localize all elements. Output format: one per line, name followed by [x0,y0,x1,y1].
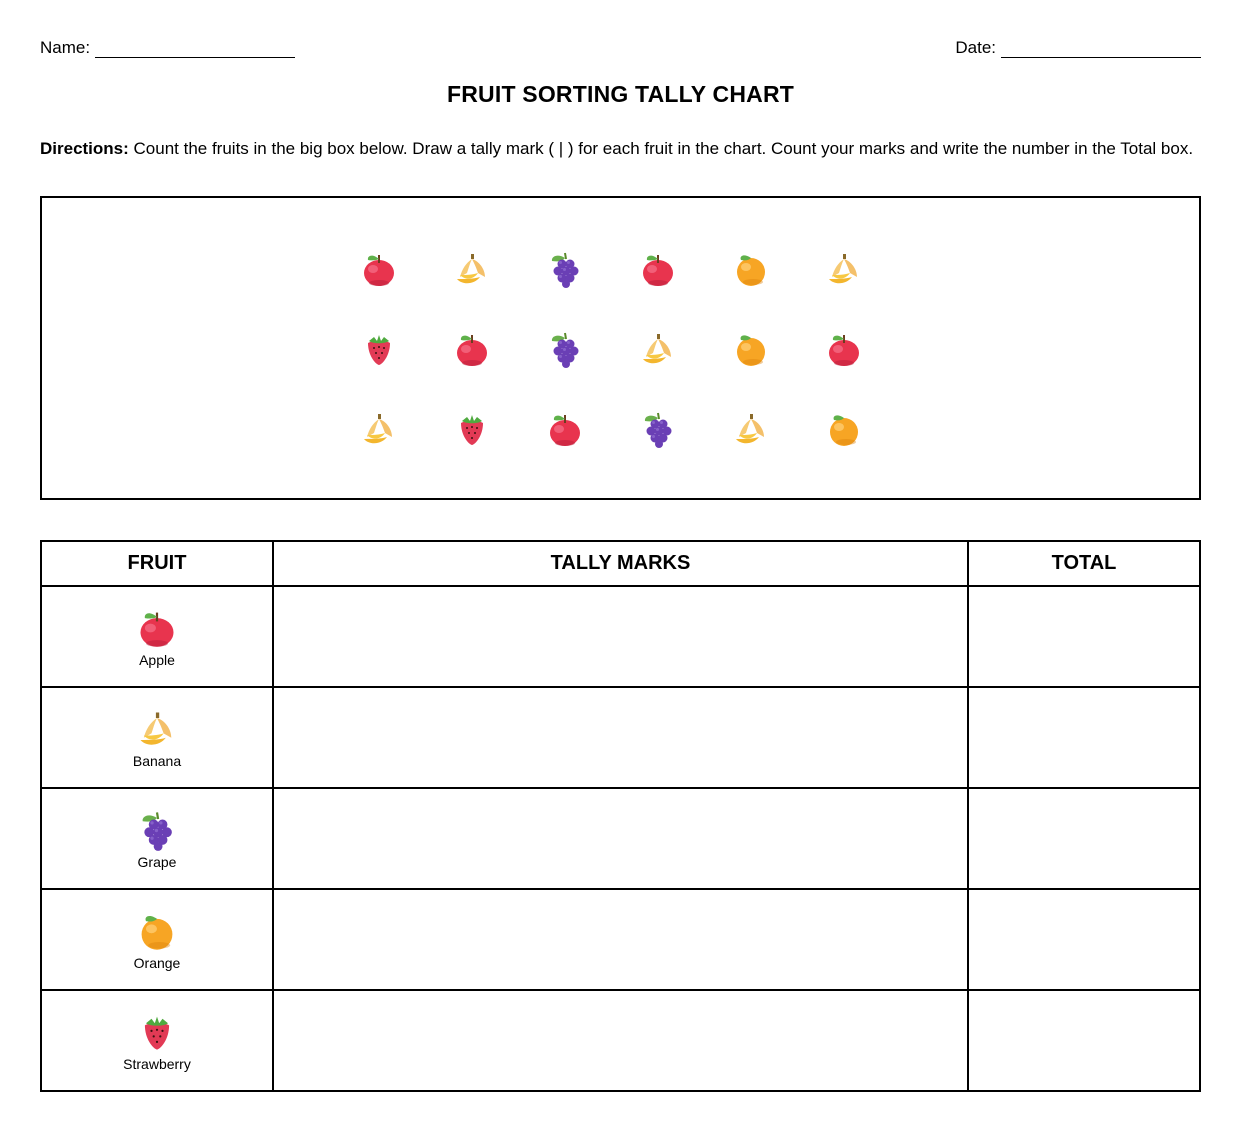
table-row: Banana [40,686,1201,789]
apple-icon [359,249,399,289]
directions-lead: Directions: [40,139,129,158]
date-field: Date: [955,38,1201,58]
banana-icon [731,409,771,449]
fruit-label: Strawberry [123,1055,191,1072]
name-blank-line[interactable] [95,40,296,58]
banana-icon [638,329,678,369]
name-field: Name: [40,38,296,58]
strawberry-icon [452,409,492,449]
header-total: TOTAL [967,540,1201,587]
strawberry-icon [135,1010,179,1054]
fruit-counting-box [40,196,1201,500]
header-fruit: FRUIT [40,540,274,587]
total-cell[interactable] [967,585,1201,688]
banana-icon [824,249,864,289]
fruit-label: Orange [133,954,181,971]
fruit-cell: Grape [40,787,274,890]
tally-marks-cell[interactable] [272,787,969,890]
fruit-cell: Apple [40,585,274,688]
table-row: Grape [40,787,1201,890]
directions-text: Count the fruits in the big box below. D… [128,139,1194,158]
apple-icon [545,409,585,449]
strawberry-icon [359,329,399,369]
fruit-label: Grape [137,853,177,870]
table-header-row: FRUIT TALLY MARKS TOTAL [40,540,1201,587]
orange-icon [731,329,771,369]
banana-icon [359,409,399,449]
banana-icon [452,249,492,289]
apple-icon [824,329,864,369]
total-cell[interactable] [967,686,1201,789]
date-blank-line[interactable] [1001,40,1201,58]
table-row: Apple [40,585,1201,688]
orange-icon [731,249,771,289]
date-label: Date: [955,38,996,57]
tally-marks-cell[interactable] [272,989,969,1092]
fruit-label: Banana [132,752,182,769]
total-cell[interactable] [967,888,1201,991]
apple-icon [638,249,678,289]
grape-icon [135,808,179,852]
apple-icon [135,606,179,650]
tally-marks-cell[interactable] [272,585,969,688]
apple-icon [452,329,492,369]
grape-icon [545,329,585,369]
name-label: Name: [40,38,91,57]
table-row: Strawberry [40,989,1201,1092]
header-tally-marks: TALLY MARKS [272,540,969,587]
total-cell[interactable] [967,787,1201,890]
orange-icon [135,909,179,953]
table-row: Orange [40,888,1201,991]
directions: Directions: Count the fruits in the big … [40,138,1201,159]
tally-table: FRUIT TALLY MARKS TOTAL Apple Banana Grape… [40,540,1201,1092]
fruit-cell: Orange [40,888,274,991]
page-title: FRUIT SORTING TALLY CHART [446,81,794,107]
banana-icon [135,707,179,751]
orange-icon [824,409,864,449]
header-row: Name: Date: [40,38,1201,62]
grape-icon [545,249,585,289]
fruit-label: Apple [139,651,175,668]
tally-marks-cell[interactable] [272,686,969,789]
grape-icon [638,409,678,449]
fruit-cell: Banana [40,686,274,789]
fruit-cell: Strawberry [40,989,274,1092]
tally-marks-cell[interactable] [272,888,969,991]
total-cell[interactable] [967,989,1201,1092]
